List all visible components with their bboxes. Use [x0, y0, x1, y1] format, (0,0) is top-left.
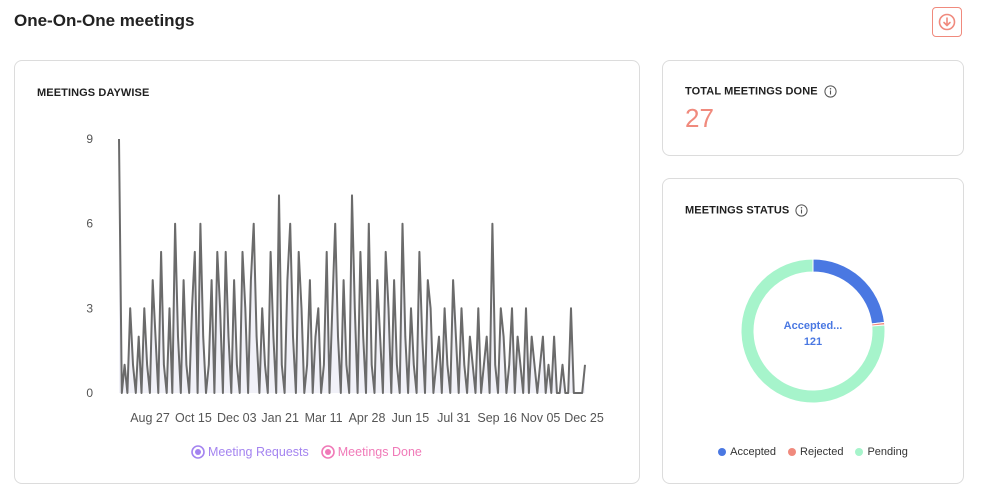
donut-slice-accepted[interactable] — [812, 258, 886, 325]
legend-requests-marker-icon — [191, 445, 205, 459]
x-tick-label: Jun 15 — [392, 411, 430, 425]
rejected-dot-icon — [788, 448, 797, 456]
download-button[interactable] — [932, 7, 962, 37]
x-tick-label: Dec 25 — [564, 411, 604, 425]
x-tick-label: Aug 27 — [130, 411, 170, 425]
legend-pending-label: Pending — [867, 446, 908, 458]
legend-meeting-requests[interactable]: Meeting Requests — [191, 445, 309, 459]
x-tick-label: Jul 31 — [437, 411, 470, 425]
y-tick-label: 3 — [86, 301, 93, 315]
download-circle-icon — [938, 13, 956, 31]
legend-meetings-done-label: Meetings Done — [337, 445, 422, 459]
info-icon[interactable] — [795, 204, 808, 217]
info-icon[interactable] — [824, 85, 837, 98]
daywise-legend: Meeting Requests Meetings Done — [191, 445, 422, 459]
meetings-status-card: MEETINGS STATUS Accepted... 121 Accepted … — [662, 178, 964, 484]
total-meetings-card: TOTAL MEETINGS DONE 27 — [662, 60, 964, 156]
series-area — [119, 139, 585, 393]
page-title: One-On-One meetings — [14, 11, 195, 30]
x-tick-label: Mar 11 — [305, 411, 343, 425]
meetings-daywise-title: MEETINGS DAYWISE — [37, 87, 150, 99]
x-tick-label: Nov 05 — [521, 411, 561, 425]
x-tick-label: Apr 28 — [349, 411, 386, 425]
legend-accepted[interactable]: Accepted — [718, 446, 776, 458]
legend-meetings-done[interactable]: Meetings Done — [320, 445, 422, 459]
accepted-dot-icon — [718, 448, 727, 456]
legend-pending[interactable]: Pending — [855, 446, 908, 458]
legend-done-marker-icon — [320, 445, 335, 459]
total-meetings-title: TOTAL MEETINGS DONE — [685, 85, 837, 98]
meetings-status-title: MEETINGS STATUS — [685, 204, 808, 217]
y-tick-label: 9 — [86, 132, 93, 146]
total-meetings-title-text: TOTAL MEETINGS DONE — [685, 85, 818, 98]
legend-rejected-label: Rejected — [800, 446, 844, 458]
total-meetings-value: 27 — [685, 103, 714, 133]
meetings-daywise-chart: 0 3 6 9 Aug 27 Oct 15 Dec 03 Jan 21 Mar 11 Apr 28… — [86, 132, 604, 425]
legend-rejected[interactable]: Rejected — [788, 446, 843, 458]
meetings-status-donut: Accepted... 121 — [740, 258, 886, 404]
donut-center-value: 121 — [804, 336, 822, 348]
x-tick-label: Sep 16 — [477, 411, 517, 425]
x-tick-label: Jan 21 — [261, 411, 299, 425]
y-tick-label: 6 — [86, 217, 93, 231]
y-tick-label: 0 — [86, 386, 93, 400]
donut-slice-pending[interactable] — [740, 258, 886, 404]
series-line-meeting-requests — [118, 138, 586, 394]
meetings-status-legend: Accepted Rejected Pending — [663, 446, 963, 458]
meetings-status-title-text: MEETINGS STATUS — [685, 204, 790, 217]
legend-accepted-label: Accepted — [730, 446, 777, 458]
x-tick-label: Dec 03 — [217, 411, 257, 425]
donut-center-label: Accepted... — [784, 320, 843, 332]
legend-meeting-requests-label: Meeting Requests — [208, 445, 309, 459]
x-tick-label: Oct 15 — [175, 411, 212, 425]
meetings-daywise-card: MEETINGS DAYWISE 0 3 6 9 Aug 27 Oct 15 Dec 03 J… — [14, 60, 640, 484]
pending-dot-icon — [855, 448, 864, 456]
